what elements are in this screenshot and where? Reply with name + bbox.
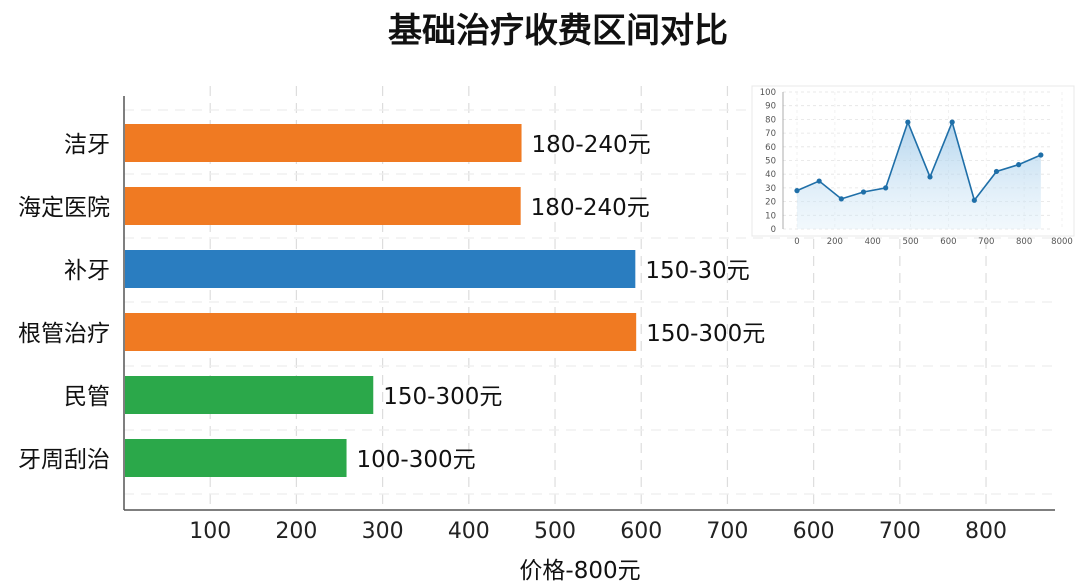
inset-y-tick-label: 100: [760, 88, 776, 98]
inset-line-series: [796, 119, 1042, 202]
category-label: 民管: [64, 384, 110, 410]
inset-y-tick-label: 40: [765, 170, 776, 180]
inset-point: [1016, 162, 1022, 168]
inset-point: [838, 196, 844, 202]
inset-y-tick-label: 60: [765, 143, 776, 153]
bar: [125, 250, 636, 288]
inset-area-fill: [797, 122, 1041, 229]
inset-point: [993, 168, 1000, 175]
x-tick-label: 200: [275, 519, 317, 544]
bar: [125, 376, 374, 414]
data-label: 180-240元: [532, 132, 651, 158]
inset-x-tick-label: 600: [940, 237, 956, 247]
inset-x-tick-label: 0: [794, 237, 799, 247]
inset-y-tick-labels: 0 10 20 30 40 50 60 70 80 90 100: [760, 88, 776, 235]
main-x-tick-labels: 100 200 300 400 500 600 700 600 700 800: [189, 519, 1007, 544]
main-axes: [123, 96, 1055, 511]
x-tick-label: 700: [879, 519, 921, 544]
bar: [125, 313, 637, 351]
x-tick-label: 800: [965, 519, 1007, 544]
category-label: 补牙: [64, 258, 110, 284]
inset-x-tick-label: 200: [827, 237, 843, 247]
inset-y-tick-label: 10: [765, 211, 776, 221]
inset-points: [794, 119, 1044, 203]
inset-point: [1038, 152, 1044, 158]
inset-x-tick-label: 500: [902, 237, 918, 247]
inset-x-tick-label: 8000: [1051, 237, 1073, 247]
inset-point: [816, 178, 822, 184]
inset-point: [927, 174, 933, 180]
inset-point: [949, 119, 955, 125]
inset-y-tick-label: 50: [765, 157, 776, 167]
category-label: 海定医院: [18, 195, 110, 221]
x-axis-title: 价格-800元: [519, 558, 640, 584]
data-label: 100-300元: [357, 447, 476, 473]
category-label: 根管治疗: [18, 321, 110, 347]
data-label: 180-240元: [531, 195, 650, 221]
x-tick-label: 600: [793, 519, 835, 544]
inset-y-tick-label: 30: [765, 184, 776, 194]
bar: [125, 439, 347, 477]
inset-point: [794, 188, 800, 194]
category-label: 洁牙: [64, 132, 110, 158]
chart-title: 基础治疗收费区间对比: [388, 11, 728, 51]
x-tick-label: 400: [448, 519, 490, 544]
data-label: 150-300元: [383, 384, 502, 410]
inset-x-tick-label: 700: [978, 237, 994, 247]
inset-point: [905, 119, 911, 125]
x-tick-label: 700: [706, 519, 748, 544]
data-label: 150-30元: [645, 258, 749, 284]
x-tick-label: 600: [620, 519, 662, 544]
inset-point: [883, 185, 889, 191]
inset-y-tick-label: 20: [765, 198, 776, 208]
x-tick-label: 300: [362, 519, 404, 544]
inset-y-tick-label: 0: [771, 225, 776, 235]
x-tick-label: 500: [534, 519, 576, 544]
inset-y-tick-label: 90: [765, 102, 776, 112]
inset-point: [860, 189, 867, 195]
inset-x-tick-labels: 0 200 400 500 600 700 800 8000: [794, 237, 1073, 247]
inset-line-chart: 0 10 20 30 40 50 60 70 80 90 100 0 200 400 500 600 700 8…: [751, 85, 1075, 247]
data-label: 150-300元: [646, 321, 765, 347]
inset-point: [971, 197, 977, 203]
x-tick-label: 100: [189, 519, 231, 544]
bar: [125, 187, 521, 225]
bar: [125, 124, 522, 162]
inset-x-tick-label: 800: [1016, 237, 1032, 247]
inset-x-tick-label: 400: [865, 237, 881, 247]
category-label: 牙周刮治: [18, 447, 110, 473]
inset-y-tick-label: 80: [765, 115, 776, 125]
inset-y-tick-label: 70: [765, 129, 776, 139]
